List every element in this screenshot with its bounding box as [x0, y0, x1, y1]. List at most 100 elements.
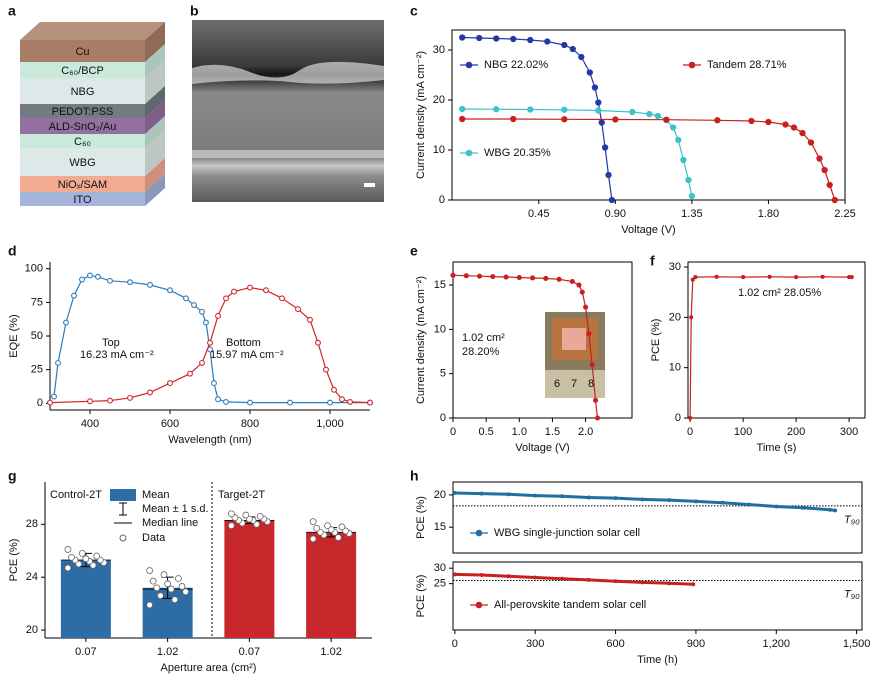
data-point [149, 577, 157, 585]
data-point [605, 171, 612, 179]
ruler-label: 8 [588, 378, 594, 390]
layer-label: ITO [73, 194, 92, 206]
data-point [601, 144, 609, 151]
data-point [452, 572, 457, 577]
inset-photo [545, 312, 605, 398]
ruler-label: 6 [554, 378, 560, 390]
data-point [691, 582, 696, 587]
x-tick-label: 300 [526, 638, 544, 650]
y-tick-label: 0 [439, 194, 445, 206]
layer-side-shade [145, 158, 165, 192]
data-point [367, 399, 373, 406]
y-axis-label: PCE (%) [415, 496, 427, 539]
data-point [569, 45, 576, 53]
data-point [183, 295, 189, 302]
y-axis-label: Current density (mA cm⁻²) [415, 276, 427, 404]
group-label: Control-2T [50, 489, 102, 501]
data-point [339, 396, 345, 403]
layer-side-shade [145, 116, 165, 148]
y-tick-label: 25 [31, 364, 43, 376]
data-point [765, 118, 772, 126]
data-point [242, 511, 250, 519]
data-point [543, 275, 549, 281]
data-point [533, 575, 538, 580]
data-point [654, 112, 662, 120]
y-tick-label: 10 [669, 362, 681, 374]
data-point [287, 399, 293, 406]
data-point [279, 295, 285, 302]
data-point [720, 500, 725, 505]
scale-bar [364, 183, 375, 187]
data-point [821, 166, 828, 174]
x-axis-label: Time (s) [757, 442, 797, 454]
data-point [309, 535, 317, 543]
x-tick-label: 0.5 [478, 426, 493, 438]
layer-top-shade [20, 22, 165, 40]
y-tick-label: 20 [26, 624, 38, 636]
data-point [685, 176, 692, 184]
data-point [323, 366, 329, 373]
legend-label: WBG single-junction solar cell [494, 527, 640, 539]
x-tick-label: 0.07 [75, 646, 96, 658]
data-point [516, 274, 522, 281]
series-line [454, 491, 836, 512]
layer [20, 134, 145, 148]
legend-label: Mean [142, 489, 170, 501]
annotation: 28.20% [462, 346, 500, 358]
x-tick-label: 900 [687, 638, 705, 650]
panel-label: e [410, 243, 418, 259]
data-point [93, 552, 101, 560]
plot-frame [452, 261, 633, 419]
x-tick-label: 1,000 [316, 418, 344, 430]
legend-marker [475, 601, 483, 609]
y-tick-label: 10 [434, 323, 446, 335]
layer [20, 40, 145, 62]
x-tick-label: 600 [161, 418, 179, 430]
data-point [629, 108, 636, 116]
y-tick-label: 5 [440, 368, 446, 380]
data-point [774, 504, 779, 509]
data-point [576, 282, 582, 288]
legend-marker [465, 149, 473, 157]
series-line [462, 118, 836, 201]
data-point [247, 284, 253, 291]
data-point [191, 302, 197, 309]
data-point [560, 494, 564, 499]
x-tick-label: 0 [450, 426, 456, 438]
x-tick-label: 0 [452, 638, 458, 650]
layer-side-shade [145, 22, 165, 62]
data-point [613, 579, 618, 584]
data-point [595, 107, 602, 114]
data-point [187, 370, 193, 377]
series-line [454, 572, 694, 586]
data-point [767, 274, 772, 279]
data-point [613, 496, 618, 501]
y-tick-label: 10 [433, 144, 445, 156]
data-point [688, 415, 693, 421]
layer [20, 78, 145, 104]
data-point [107, 397, 113, 404]
layer-label: NiOₓ/SAM [58, 179, 107, 191]
data-point [527, 106, 534, 113]
data-point [594, 415, 601, 421]
y-axis-label: Current density (mA cm⁻²) [415, 51, 427, 179]
data-point [313, 524, 321, 532]
legend-label: Mean ± 1 s.d. [142, 503, 209, 515]
panel-label: f [650, 253, 655, 269]
x-tick-label: 200 [787, 426, 805, 438]
data-point [801, 505, 806, 510]
x-tick-label: 1.5 [545, 426, 560, 438]
data-point [55, 359, 61, 366]
plot-frame [452, 481, 863, 554]
bar [224, 520, 275, 638]
x-tick-label: 1.0 [512, 426, 527, 438]
layer-label: C₆₀/BCP [61, 65, 104, 77]
layer-side [145, 130, 165, 176]
panel-label: d [8, 243, 17, 259]
data-point [223, 398, 229, 405]
y-tick-label: 15 [434, 279, 446, 291]
panel-label: c [410, 3, 418, 19]
data-point [199, 359, 205, 366]
layer-side-shade [145, 100, 165, 134]
bar [60, 560, 111, 638]
